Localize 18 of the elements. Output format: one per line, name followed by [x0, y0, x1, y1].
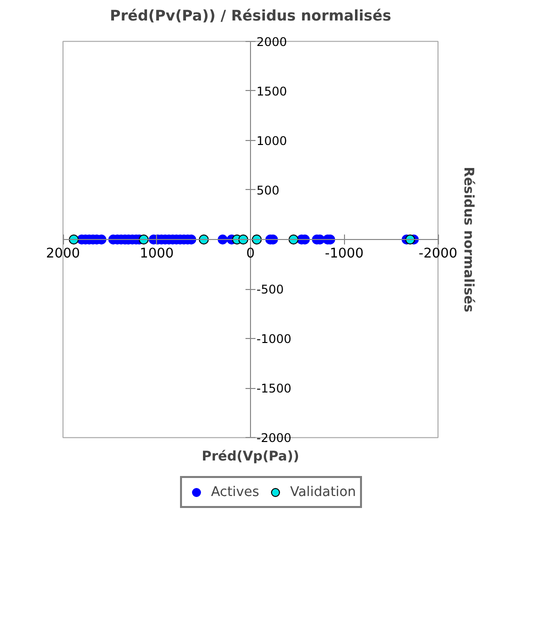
y-tick-label: -1500: [256, 382, 292, 396]
y-tick-label: -2000: [256, 431, 292, 446]
y-axis-title: Résidus normalisés: [460, 166, 476, 312]
x-tick-label: -2000: [418, 246, 458, 262]
x-axis-title: Préd(Vp(Pa)): [202, 450, 300, 464]
chart-title: Préd(Pv(Pa)) / Résidus normalisés: [110, 8, 392, 24]
y-tick-label: -1000: [256, 332, 292, 346]
y-tick-label: 500: [256, 183, 280, 198]
legend-label: Actives: [211, 484, 260, 500]
x-tick-label: 1000: [140, 246, 174, 262]
y-tick-label: 2000: [256, 34, 288, 49]
y-tick-label: -500: [256, 282, 284, 297]
x-tick-label: 0: [246, 246, 255, 262]
legend-label: Validation: [290, 484, 356, 500]
x-tick-label: -1000: [324, 246, 364, 262]
x-tick-label: 2000: [46, 246, 80, 262]
y-tick-label: 1500: [256, 84, 288, 98]
y-tick-label: 1000: [256, 134, 288, 148]
